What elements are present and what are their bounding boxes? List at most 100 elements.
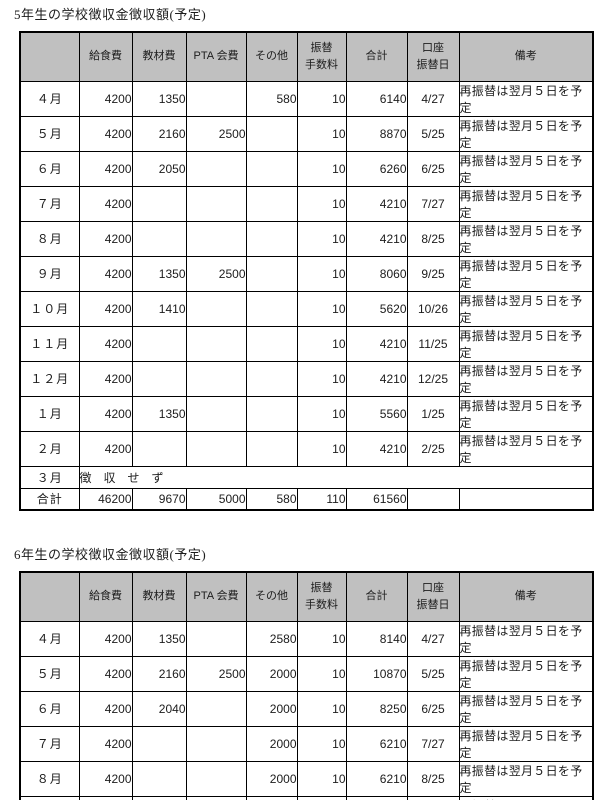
month-row: １月 4200 1350 10 5560 1/25 再振替は翌月５日を予定 bbox=[19, 395, 594, 432]
transfer-date-cell: 4/27 bbox=[406, 80, 460, 117]
month-cell: １月 bbox=[19, 395, 80, 432]
month-cell: ２月 bbox=[19, 430, 80, 467]
other-fee-cell bbox=[245, 395, 298, 432]
month-row: ８月 4200 2000 10 6210 8/25 再振替は翌月５日を予定 bbox=[19, 760, 594, 797]
transfer-fee-cell: 10 bbox=[296, 760, 347, 797]
row-total-cell: 4210 bbox=[345, 360, 408, 397]
remarks-cell: 再振替は翌月５日を予定 bbox=[458, 795, 594, 800]
transfer-fee-cell: 10 bbox=[296, 430, 347, 467]
total-transfer-fee-cell: 110 bbox=[296, 487, 347, 511]
remarks-cell: 再振替は翌月５日を予定 bbox=[458, 725, 594, 762]
transfer-date-cell: 6/25 bbox=[406, 690, 460, 727]
transfer-fee-cell: 10 bbox=[296, 255, 347, 292]
column-header-5: 振替 手数料 bbox=[296, 31, 347, 82]
month-cell: ４月 bbox=[19, 620, 80, 657]
remarks-cell: 再振替は翌月５日を予定 bbox=[458, 360, 594, 397]
lunch-fee-cell: 4200 bbox=[78, 185, 133, 222]
lunch-fee-cell: 4200 bbox=[78, 290, 133, 327]
materials-fee-cell: 1350 bbox=[131, 795, 187, 800]
transfer-date-cell: 5/25 bbox=[406, 655, 460, 692]
row-total-cell: 8870 bbox=[345, 115, 408, 152]
transfer-fee-cell: 10 bbox=[296, 80, 347, 117]
column-header-4: その他 bbox=[245, 571, 298, 622]
month-row: ９月 4200 1350 2500 10 8060 9/25 再振替は翌月５日を予定 bbox=[19, 255, 594, 292]
grade6-fee-table: 給食費 教材費 PTA 会費 その他 振替 手数料 合計 口座 振替日 備考 ４月 4200 13… bbox=[19, 571, 594, 800]
transfer-fee-cell: 10 bbox=[296, 725, 347, 762]
remarks-cell: 再振替は翌月５日を予定 bbox=[458, 255, 594, 292]
column-header-5: 振替 手数料 bbox=[296, 571, 347, 622]
month-cell: ７月 bbox=[19, 185, 80, 222]
row-total-cell: 10060 bbox=[345, 795, 408, 800]
column-header-7: 口座 振替日 bbox=[406, 31, 460, 82]
materials-fee-cell bbox=[131, 360, 187, 397]
column-header-4: その他 bbox=[245, 31, 298, 82]
transfer-date-cell: 2/25 bbox=[406, 430, 460, 467]
pta-fee-cell: 2500 bbox=[185, 655, 247, 692]
row-total-cell: 8060 bbox=[345, 255, 408, 292]
other-fee-cell: 580 bbox=[245, 80, 298, 117]
header-row: 給食費 教材費 PTA 会費 その他 振替 手数料 合計 口座 振替日 備考 bbox=[19, 571, 594, 622]
grade6-table-title: 6年生の学校徴収金徴収額(予定) bbox=[14, 547, 207, 562]
column-header-0 bbox=[19, 571, 80, 622]
transfer-date-cell: 12/25 bbox=[406, 360, 460, 397]
other-fee-cell bbox=[245, 255, 298, 292]
row-total-cell: 6140 bbox=[345, 80, 408, 117]
other-fee-cell bbox=[245, 115, 298, 152]
transfer-fee-cell: 10 bbox=[296, 690, 347, 727]
month-row: ２月 4200 10 4210 2/25 再振替は翌月５日を予定 bbox=[19, 430, 594, 467]
other-fee-cell: 2000 bbox=[245, 655, 298, 692]
pta-fee-cell bbox=[185, 185, 247, 222]
remarks-cell: 再振替は翌月５日を予定 bbox=[458, 150, 594, 187]
other-fee-cell bbox=[245, 430, 298, 467]
pta-fee-cell bbox=[185, 80, 247, 117]
month-row: ４月 4200 1350 580 10 6140 4/27 再振替は翌月５日を予定 bbox=[19, 80, 594, 117]
month-cell: １２月 bbox=[19, 360, 80, 397]
transfer-fee-cell: 10 bbox=[296, 325, 347, 362]
month-row: １１月 4200 10 4210 11/25 再振替は翌月５日を予定 bbox=[19, 325, 594, 362]
column-header-6: 合計 bbox=[345, 571, 408, 622]
lunch-fee-cell: 4200 bbox=[78, 360, 133, 397]
transfer-date-cell: 7/27 bbox=[406, 725, 460, 762]
remarks-cell: 再振替は翌月５日を予定 bbox=[458, 290, 594, 327]
transfer-fee-cell: 10 bbox=[296, 360, 347, 397]
transfer-date-cell: 9/25 bbox=[406, 255, 460, 292]
column-header-1: 給食費 bbox=[78, 571, 133, 622]
diagonal-strike-cell bbox=[458, 487, 594, 511]
total-row-total-cell: 61560 bbox=[345, 487, 408, 511]
month-row: １２月 4200 10 4210 12/25 再振替は翌月５日を予定 bbox=[19, 360, 594, 397]
column-header-8: 備考 bbox=[458, 31, 594, 82]
other-fee-cell bbox=[245, 325, 298, 362]
month-row: ７月 4200 2000 10 6210 7/27 再振替は翌月５日を予定 bbox=[19, 725, 594, 762]
pta-fee-cell bbox=[185, 220, 247, 257]
transfer-date-cell: 8/25 bbox=[406, 220, 460, 257]
materials-fee-cell: 1350 bbox=[131, 255, 187, 292]
month-row: ４月 4200 1350 2580 10 8140 4/27 再振替は翌月５日を予定 bbox=[19, 620, 594, 657]
transfer-fee-cell: 10 bbox=[296, 150, 347, 187]
materials-fee-cell: 2050 bbox=[131, 150, 187, 187]
total-row: 合計 46200 9670 5000 580 110 61560 bbox=[19, 487, 594, 511]
column-header-2: 教材費 bbox=[131, 31, 187, 82]
total-label-cell: 合計 bbox=[19, 487, 80, 511]
other-fee-cell bbox=[245, 150, 298, 187]
other-fee-cell bbox=[245, 360, 298, 397]
lunch-fee-cell: 4200 bbox=[78, 115, 133, 152]
total-lunch-fee-cell: 46200 bbox=[78, 487, 133, 511]
materials-fee-cell bbox=[131, 760, 187, 797]
month-cell: ４月 bbox=[19, 80, 80, 117]
total-pta-fee-cell: 5000 bbox=[185, 487, 247, 511]
materials-fee-cell bbox=[131, 185, 187, 222]
pta-fee-cell bbox=[185, 325, 247, 362]
remarks-cell: 再振替は翌月５日を予定 bbox=[458, 185, 594, 222]
total-other-fee-cell: 580 bbox=[245, 487, 298, 511]
remarks-cell: 再振替は翌月５日を予定 bbox=[458, 655, 594, 692]
month-cell: ７月 bbox=[19, 725, 80, 762]
other-fee-cell: 2580 bbox=[245, 620, 298, 657]
lunch-fee-cell: 4200 bbox=[78, 760, 133, 797]
lunch-fee-cell: 4200 bbox=[78, 220, 133, 257]
transfer-fee-cell: 10 bbox=[296, 220, 347, 257]
row-total-cell: 8140 bbox=[345, 620, 408, 657]
column-header-7: 口座 振替日 bbox=[406, 571, 460, 622]
materials-fee-cell: 1410 bbox=[131, 290, 187, 327]
remarks-cell: 再振替は翌月５日を予定 bbox=[458, 115, 594, 152]
transfer-date-cell: 6/25 bbox=[406, 150, 460, 187]
